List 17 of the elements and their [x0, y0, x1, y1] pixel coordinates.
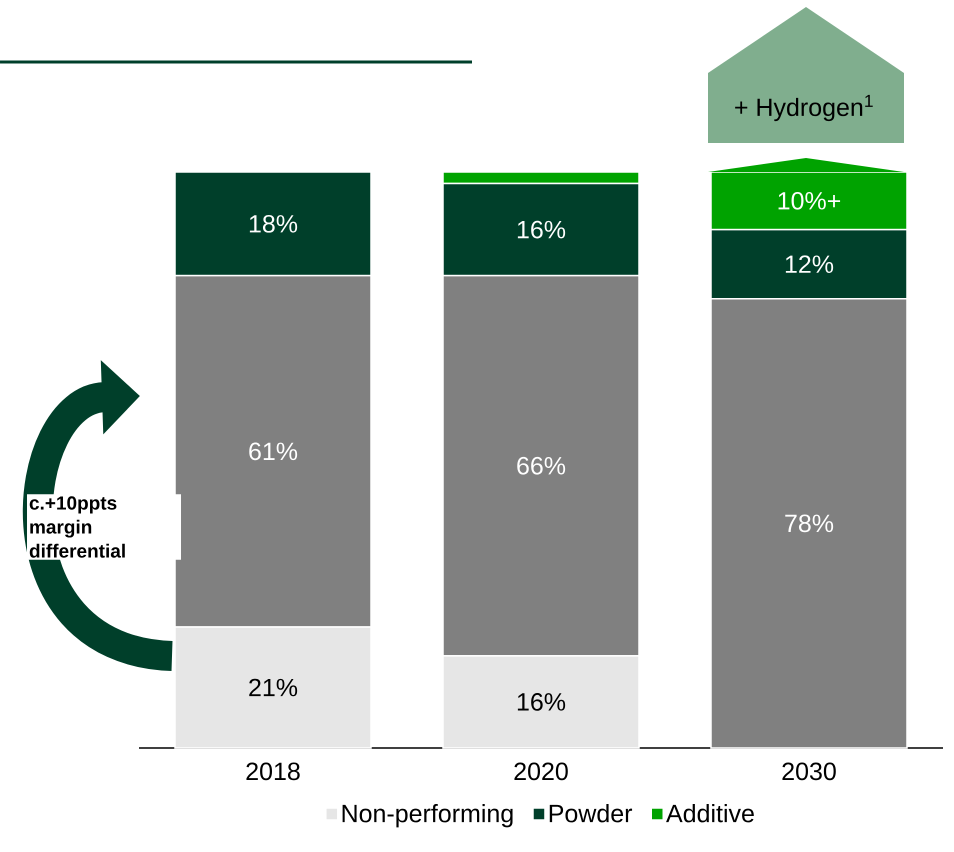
- text: + Hydrogen$^{1}$: [735, 94, 873, 122]
- data-label: 61%: [249, 442, 298, 460]
- x-tick-label: 2020: [514, 762, 568, 780]
- legend-label: Additive: [666, 804, 754, 822]
- data-label: 78%: [785, 514, 834, 532]
- data-label: 66%: [517, 456, 566, 475]
- data-label: 16%: [518, 220, 566, 238]
- data-label: 12%: [786, 255, 834, 273]
- data-label: 21%: [249, 678, 298, 696]
- x-tick-label: 2030: [782, 762, 836, 780]
- text: c.+10ppts margin differential: [30, 496, 125, 558]
- legend-label: Non-performing: [342, 804, 513, 828]
- data-label: 10%+: [778, 192, 840, 210]
- data-label: 18%: [250, 214, 298, 233]
- data-label: 16%: [518, 693, 566, 711]
- legend-label: Powder: [550, 804, 632, 822]
- x-tick-label: 2018: [246, 762, 300, 780]
